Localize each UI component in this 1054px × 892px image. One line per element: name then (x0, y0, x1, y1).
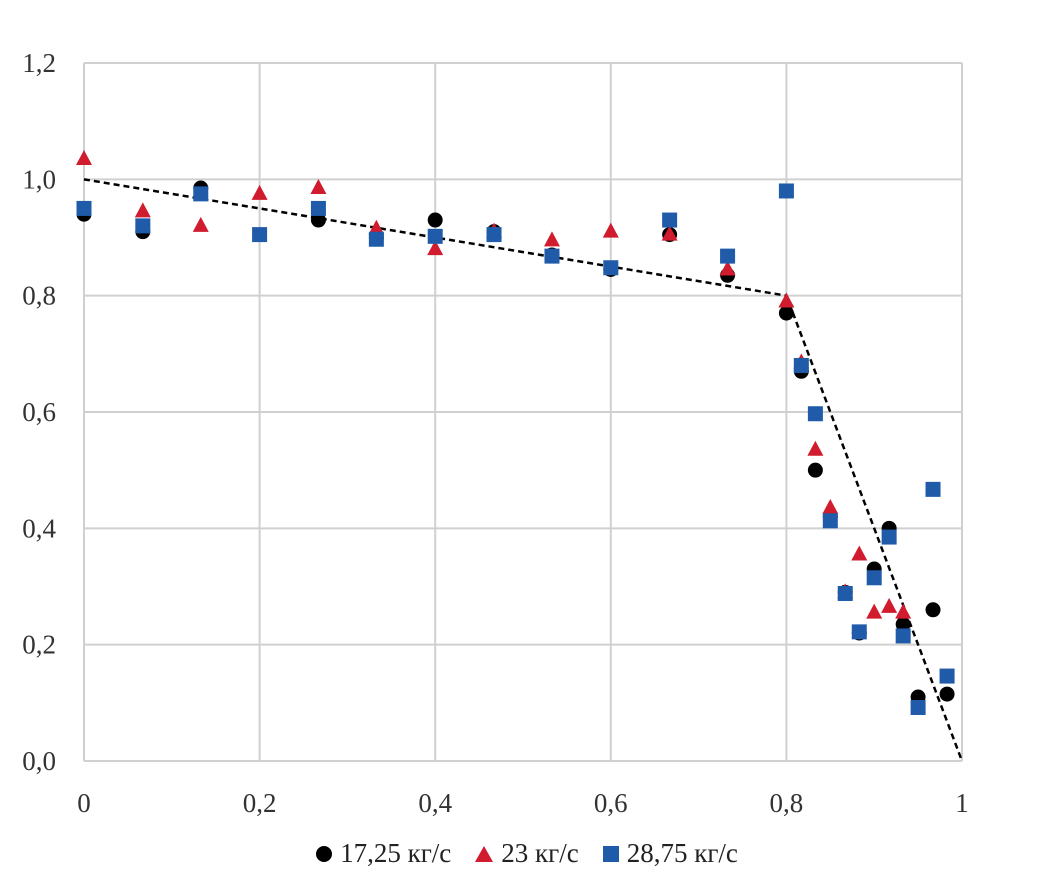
data-point-series-1 (925, 602, 941, 618)
data-point-series-1 (310, 212, 326, 228)
data-points (76, 149, 955, 715)
data-point-series-2 (543, 231, 560, 247)
x-tick-label: 0,8 (770, 788, 804, 818)
data-point-series-2 (134, 202, 151, 218)
data-point-series-2 (778, 292, 795, 308)
data-point-series-2 (719, 260, 736, 276)
legend-label-series-3: 28,75 кг/с (626, 838, 738, 868)
data-point-series-3 (910, 699, 926, 715)
y-tick-label: 0,8 (22, 281, 56, 311)
data-point-series-3 (76, 200, 92, 216)
data-point-series-3 (310, 200, 326, 216)
data-point-series-2 (807, 440, 824, 456)
data-point-series-3 (925, 481, 941, 497)
data-point-series-3 (544, 248, 560, 264)
data-point-series-2 (881, 597, 898, 613)
data-point-series-3 (793, 357, 809, 373)
data-point-series-3 (807, 406, 823, 422)
data-point-series-3 (193, 186, 209, 202)
data-point-series-2 (866, 603, 883, 619)
data-point-series-1 (778, 305, 794, 321)
x-tick-label: 0,2 (243, 788, 277, 818)
legend-label-series-2: 23 кг/с (501, 838, 579, 868)
data-point-series-3 (252, 227, 268, 243)
x-tick-label: 0,6 (594, 788, 628, 818)
trend-line-path (83, 178, 964, 762)
data-point-series-2 (602, 222, 619, 238)
data-point-series-3 (881, 529, 897, 545)
data-point-series-2 (251, 184, 268, 200)
y-tick-label: 0,4 (22, 513, 56, 543)
data-point-series-1 (939, 686, 955, 702)
data-point-series-3 (895, 628, 911, 644)
y-tick-label: 0,2 (22, 630, 56, 660)
data-point-series-1 (427, 212, 443, 228)
grid (83, 62, 963, 762)
x-tick-label: 0 (77, 788, 91, 818)
legend-label-series-1: 17,25 кг/с (340, 838, 452, 868)
data-point-series-2 (895, 603, 912, 619)
data-point-series-2 (76, 149, 92, 165)
y-tick-label: 1,2 (22, 48, 56, 78)
y-tick-label: 0,0 (22, 746, 56, 776)
data-point-series-2 (822, 498, 839, 514)
y-tick-label: 0,6 (22, 397, 56, 427)
data-point-series-1 (895, 616, 911, 632)
circle-marker-icon (316, 845, 333, 862)
y-axis-tick-labels: 0,0 0,2 0,4 0,6 0,8 1,0 1,2 (22, 48, 56, 776)
data-point-series-3 (778, 183, 794, 199)
data-point-series-3 (837, 585, 853, 601)
data-point-series-3 (427, 228, 443, 244)
data-point-series-3 (368, 231, 384, 247)
x-axis-tick-labels: 0 0,2 0,4 0,6 0,8 1 (77, 788, 969, 818)
data-point-series-2 (661, 225, 678, 241)
data-point-series-2 (851, 545, 868, 561)
legend: 17,25 кг/с 23 кг/с 28,75 кг/с (0, 838, 1054, 869)
legend-item-series-3: 28,75 кг/с (602, 838, 738, 869)
data-point-series-2 (368, 219, 385, 235)
legend-item-series-2: 23 кг/с (475, 838, 579, 869)
x-tick-label: 0,4 (418, 788, 452, 818)
data-point-series-3 (662, 212, 678, 228)
data-point-series-2 (310, 179, 327, 195)
x-tick-label: 1 (955, 788, 969, 818)
data-point-series-1 (807, 462, 823, 478)
data-point-series-2 (192, 216, 209, 232)
triangle-marker-icon (475, 845, 494, 862)
square-marker-icon (602, 845, 619, 862)
data-point-series-3 (866, 570, 882, 586)
data-point-series-3 (135, 218, 151, 234)
legend-item-series-1: 17,25 кг/с (316, 838, 451, 869)
data-point-series-3 (939, 668, 955, 684)
trend-line (83, 178, 964, 762)
data-point-series-3 (851, 624, 867, 640)
data-point-series-3 (603, 260, 619, 276)
data-point-series-3 (486, 227, 502, 243)
y-tick-label: 1,0 (22, 164, 56, 194)
data-point-series-2 (427, 240, 444, 256)
data-point-series-3 (822, 513, 838, 529)
data-point-series-3 (720, 248, 736, 264)
